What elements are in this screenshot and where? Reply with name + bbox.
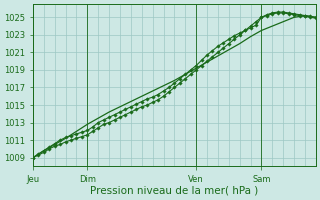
X-axis label: Pression niveau de la mer( hPa ): Pression niveau de la mer( hPa ) [90, 186, 259, 196]
